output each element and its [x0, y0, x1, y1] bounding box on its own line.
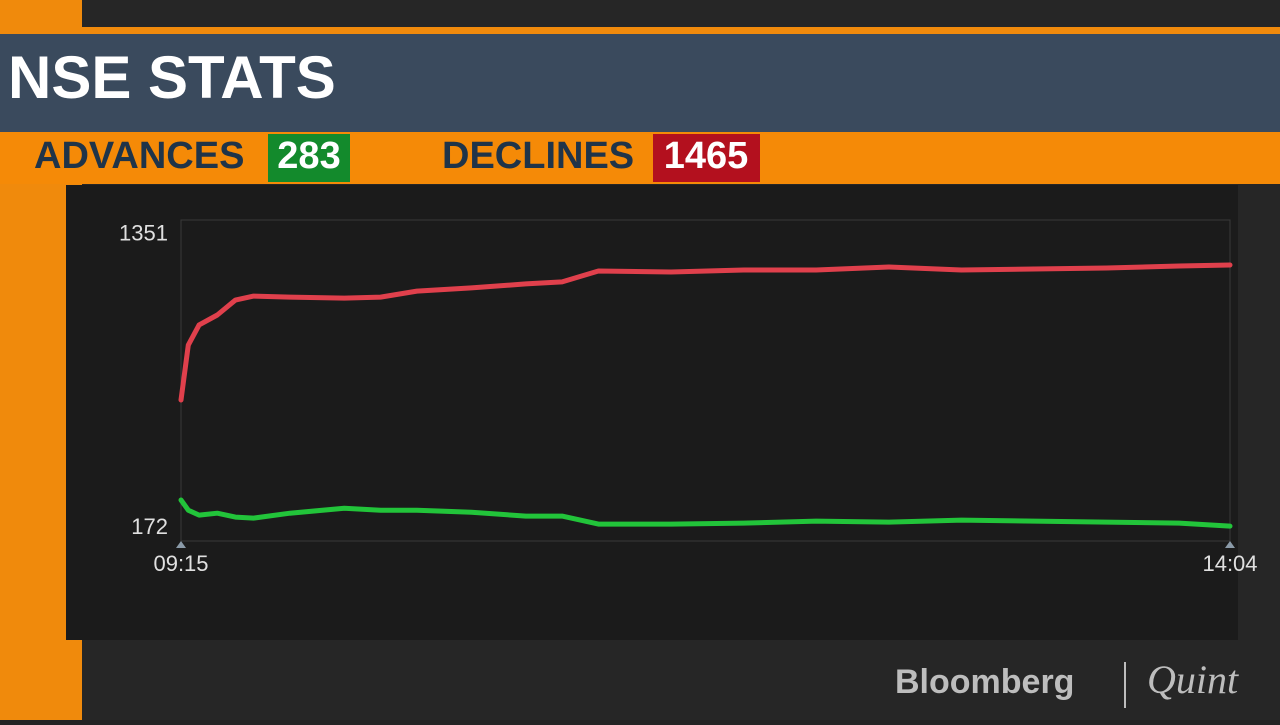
series-line — [178, 497, 1233, 529]
y-tick-label: 172 — [131, 514, 168, 539]
advances-value: 283 — [277, 135, 340, 177]
advances-box — [268, 134, 350, 182]
logo-left: Bloomberg — [895, 663, 1074, 701]
logo-right: Quint — [1147, 657, 1239, 702]
stats-bar — [0, 132, 1280, 184]
title-bar — [0, 34, 1280, 132]
chart-panel — [66, 185, 1238, 640]
top-stripe — [0, 27, 1280, 34]
x-tick-label: 14:04 — [1202, 551, 1257, 576]
title: NSE STATS — [8, 44, 336, 111]
x-tick-label: 09:15 — [153, 551, 208, 576]
plot-frame — [180, 219, 1231, 542]
x-tick-mark — [1225, 541, 1235, 548]
advances-label: ADVANCES — [34, 135, 244, 177]
x-tick-mark — [176, 541, 186, 548]
series-line — [178, 262, 1233, 403]
y-tick-label: 1351 — [119, 221, 168, 246]
declines-label: DECLINES — [442, 135, 634, 177]
declines-value: 1465 — [664, 135, 749, 177]
declines-box — [653, 134, 760, 182]
